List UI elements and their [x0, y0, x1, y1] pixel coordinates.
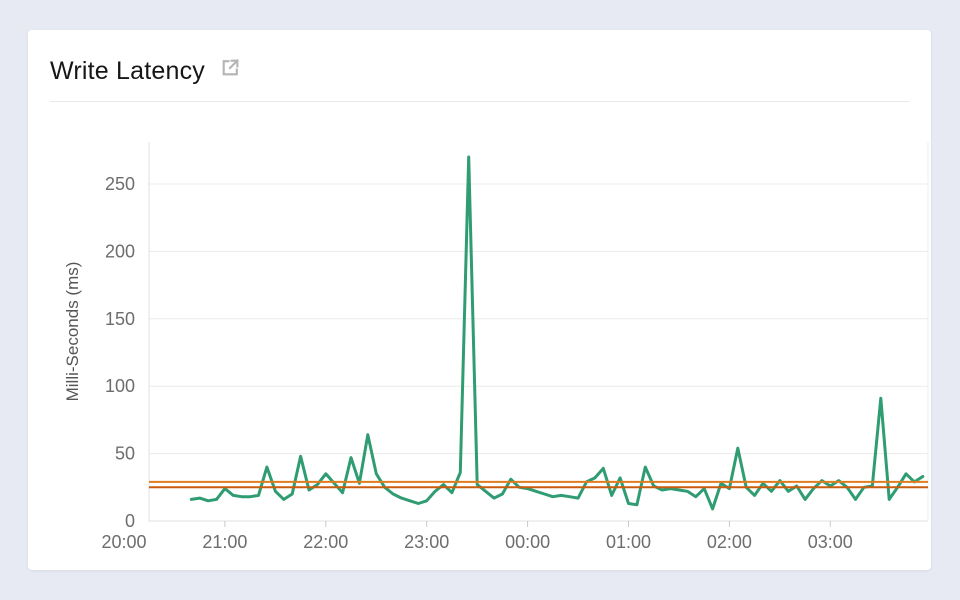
x-tick-label: 22:00 [303, 532, 348, 552]
card-header: Write Latency [28, 30, 931, 86]
x-tick-label: 23:00 [404, 532, 449, 552]
x-tick-label: 02:00 [707, 532, 752, 552]
x-tick-label: 00:00 [505, 532, 550, 552]
latency-chart[interactable]: 0 50 100 150 200 250 20:00 21:00 22:00 23:00 00:00… [28, 30, 931, 570]
page-title: Write Latency [50, 57, 205, 85]
x-tick-label: 01:00 [606, 532, 651, 552]
write-latency-card: Write Latency 0 50 100 150 200 250 20:00 21:00 2… [28, 30, 931, 570]
y-tick-label: 200 [105, 241, 135, 261]
external-link-icon[interactable] [219, 57, 241, 84]
y-axis-title: Milli-Seconds (ms) [63, 262, 82, 402]
header-divider [50, 101, 909, 102]
series-line-write-latency [189, 155, 925, 511]
y-tick-label: 50 [115, 444, 135, 464]
y-tick-label: 150 [105, 309, 135, 329]
x-tick-label: 21:00 [202, 532, 247, 552]
y-tick-label: 250 [105, 174, 135, 194]
x-tick-label: 03:00 [808, 532, 853, 552]
x-tick-label: 20:00 [101, 532, 146, 552]
y-tick-label: 100 [105, 376, 135, 396]
y-tick-label: 0 [125, 511, 135, 531]
